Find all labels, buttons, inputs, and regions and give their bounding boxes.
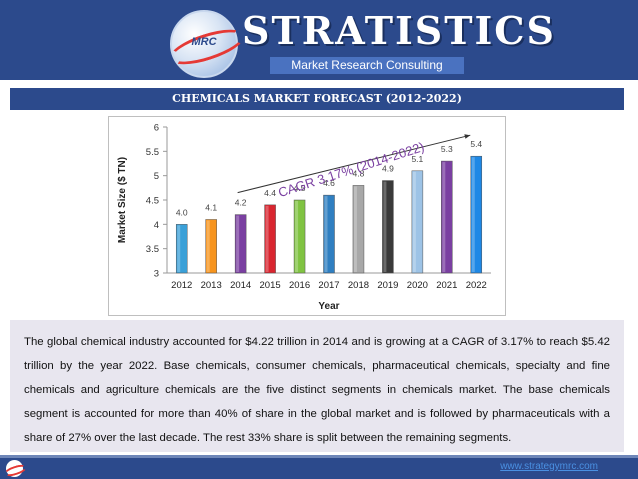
header-banner: MRC STRATISTICS Market Research Consulti… [0,0,638,80]
x-axis-title: Year [318,301,339,312]
tagline: Market Research Consulting [270,57,464,74]
bar-highlight [177,225,181,272]
x-tick-label: 2019 [377,280,398,291]
website-link[interactable]: www.strategymrc.com [500,461,598,472]
footer: www.strategymrc.com [0,458,638,479]
bar [411,170,424,274]
bar [382,180,394,274]
bar-highlight [383,181,387,272]
description-text: The global chemical industry accounted f… [24,336,610,444]
data-label: 5.3 [441,144,453,154]
data-label: 5.4 [470,139,482,149]
bar-highlight [353,186,357,272]
y-axis-title: Market Size ($ TN) [117,157,128,243]
data-label: 4.9 [382,164,394,174]
brand-name: STRATISTICS [242,8,556,53]
y-tick-label: 3 [154,269,159,280]
cagr-arrow-head [464,134,471,139]
bar [205,219,217,274]
x-tick-label: 2018 [348,280,369,291]
data-label: 4.4 [264,188,276,198]
data-label: 4.5 [294,183,306,193]
bar-highlight [206,220,210,272]
bar [264,204,276,274]
cagr-arrow-line [237,134,471,194]
bar [234,214,247,274]
y-tick-label: 6 [154,123,159,134]
x-tick-label: 2021 [436,280,457,291]
y-tick-label: 4 [154,220,159,231]
bar-chart: 3 3.5 4 4.5 5 5.5 6 4.0 2012 4.1 2013 4.2 2014 4.4 201… [117,123,491,312]
bar [441,160,453,274]
data-label: 4.1 [205,202,217,212]
data-label: 4.0 [176,207,188,217]
bar-highlight [471,157,475,272]
chart-container: 3 3.5 4 4.5 5 5.5 6 4.0 2012 4.1 2013 4.2 2014 4.4 201… [108,116,506,316]
bar-highlight [265,205,269,272]
bar [470,155,483,274]
bar-highlight [324,196,328,272]
x-tick-label: 2012 [171,280,192,291]
logo-mrc-text: MRC [191,36,217,48]
y-tick-label: 3.5 [146,244,159,255]
cagr-annotation: CAGR 3.17% (2014-2022) [276,139,426,200]
x-tick-label: 2015 [260,280,281,291]
y-tick-label: 4.5 [146,196,159,207]
data-label: 4.8 [353,168,365,178]
bar-highlight [295,201,299,272]
x-tick-label: 2020 [407,280,428,291]
logo: MRC STRATISTICS [165,6,554,78]
bar-highlight [442,162,446,272]
data-label: 4.2 [235,198,247,208]
description-box: The global chemical industry accounted f… [10,320,624,452]
bar [352,185,365,274]
x-tick-label: 2013 [201,280,222,291]
x-tick-label: 2017 [318,280,339,291]
y-tick-label: 5.5 [146,147,159,158]
globe-icon: MRC [165,10,249,78]
x-tick-label: 2014 [230,280,251,291]
x-tick-label: 2022 [466,280,487,291]
footer-logo-icon [3,460,28,479]
page-title: CHEMICALS MARKET FORECAST (2012-2022) [10,88,624,110]
y-tick-label: 5 [154,171,159,182]
data-label: 5.1 [411,154,423,164]
footer-divider [0,455,638,458]
bar [293,199,306,274]
x-tick-label: 2016 [289,280,310,291]
bar-highlight [236,215,240,272]
bar [175,224,188,274]
bar-highlight [412,171,416,272]
data-label: 4.6 [323,178,335,188]
bar [323,194,335,274]
